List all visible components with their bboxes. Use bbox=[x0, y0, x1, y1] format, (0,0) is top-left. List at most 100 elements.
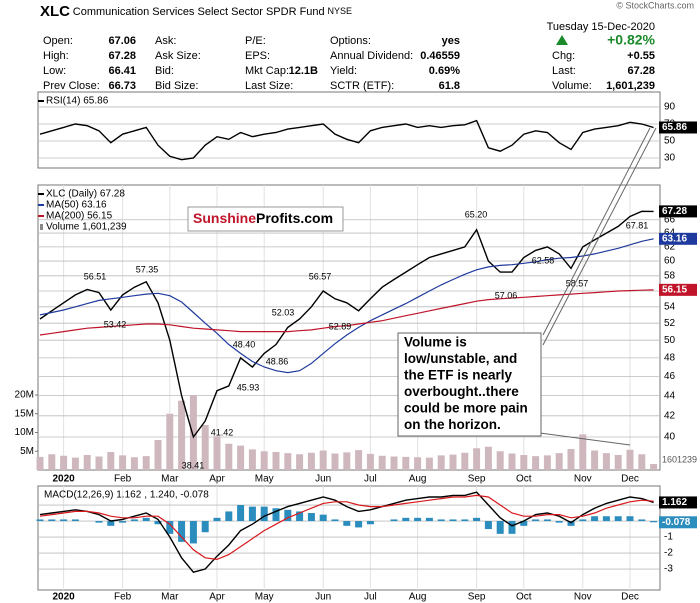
bar bbox=[166, 521, 174, 534]
end-label: 65.86 bbox=[662, 122, 687, 133]
x-tick-label: Oct bbox=[516, 474, 532, 485]
bar bbox=[71, 519, 79, 522]
end-label-box bbox=[659, 283, 697, 296]
credit: © StockCharts.com bbox=[616, 0, 694, 10]
end-label-box bbox=[659, 516, 697, 529]
y-tick-label: 42 bbox=[664, 410, 676, 421]
price-annotation: 53.42 bbox=[104, 319, 127, 329]
bar bbox=[95, 521, 103, 523]
price-annotation: 58.57 bbox=[566, 278, 589, 288]
line bbox=[39, 494, 654, 561]
x-tick-label: Jul bbox=[364, 592, 377, 603]
bar bbox=[296, 454, 304, 470]
x-tick-label: 2020 bbox=[52, 474, 75, 485]
legend-label: MA(200) 56.15 bbox=[46, 211, 113, 222]
price-annotation: 67.81 bbox=[626, 220, 649, 230]
callout-line: Volume is bbox=[404, 335, 467, 350]
bar bbox=[614, 455, 622, 470]
date: Tuesday 15-Dec-2020 bbox=[547, 21, 655, 33]
quote-value: 61.8 bbox=[439, 80, 460, 92]
price-annotation: 45.93 bbox=[237, 382, 260, 392]
quote-label: Annual Dividend: bbox=[330, 50, 413, 62]
quote-value: 0.69% bbox=[429, 65, 460, 77]
bar bbox=[213, 517, 221, 522]
callout-line: could be more pain bbox=[404, 401, 528, 416]
bar bbox=[319, 514, 327, 522]
bar bbox=[461, 519, 469, 522]
quote-value: +0.82% bbox=[607, 32, 655, 48]
bar bbox=[437, 455, 445, 470]
bar bbox=[130, 519, 138, 522]
y-tick-label: -1 bbox=[664, 532, 673, 543]
watermark-part: Profits.com bbox=[256, 210, 333, 226]
y2-tick-label: 15M bbox=[15, 408, 34, 419]
legend-label: MA(50) 63.16 bbox=[46, 200, 107, 211]
callout-line: low/unstable, and bbox=[404, 351, 517, 366]
bar bbox=[154, 521, 162, 525]
price-annotation: 41.42 bbox=[211, 427, 234, 437]
x-tick-label: Feb bbox=[114, 592, 132, 603]
callout-line: on the horizon. bbox=[404, 417, 501, 432]
bar bbox=[425, 517, 433, 522]
x-tick-label: Dec bbox=[621, 592, 639, 603]
y-tick-label: 58 bbox=[664, 270, 676, 281]
chart-title: XLC Communication Services Select Sector… bbox=[40, 3, 352, 20]
legend-label: RSI(14) 65.86 bbox=[46, 96, 109, 107]
bar bbox=[366, 453, 374, 470]
bar bbox=[36, 456, 44, 470]
end-label-box bbox=[659, 121, 697, 134]
bar bbox=[142, 456, 150, 470]
quote-value: yes bbox=[442, 35, 460, 47]
bar bbox=[555, 453, 563, 470]
bar bbox=[425, 457, 433, 470]
bar bbox=[119, 521, 127, 523]
bar bbox=[520, 455, 528, 470]
callout-line: the ETF is nearly bbox=[404, 368, 513, 383]
bar bbox=[626, 516, 634, 522]
y-tick-label: 62 bbox=[664, 241, 676, 252]
bar bbox=[532, 519, 540, 522]
bar bbox=[591, 516, 599, 522]
bar bbox=[496, 451, 504, 470]
y-tick-label: 44 bbox=[664, 390, 676, 401]
line bbox=[39, 238, 654, 374]
callout-pointer bbox=[539, 432, 631, 446]
bar bbox=[60, 519, 68, 522]
quote-value: 12.1B bbox=[289, 65, 318, 77]
symbol: XLC bbox=[40, 3, 70, 20]
bar bbox=[237, 445, 245, 470]
quote-label: Bid: bbox=[155, 65, 174, 77]
y-tick-label: -3 bbox=[664, 564, 673, 575]
price-annotation: 56.57 bbox=[309, 271, 332, 281]
bar bbox=[248, 506, 256, 522]
bar bbox=[71, 457, 79, 470]
end-label: -0.078 bbox=[662, 517, 691, 528]
bar bbox=[95, 456, 103, 470]
quote-value: +0.55 bbox=[627, 50, 655, 62]
bar bbox=[331, 453, 339, 470]
quote-label: P/E: bbox=[245, 35, 266, 47]
bar bbox=[650, 463, 658, 470]
bar bbox=[142, 517, 150, 522]
quote-label: Last Size: bbox=[245, 80, 293, 92]
bar bbox=[449, 519, 457, 522]
bar bbox=[555, 521, 563, 523]
bar bbox=[484, 521, 492, 530]
price-annotation: 38.41 bbox=[182, 460, 205, 470]
y-tick-label: 54 bbox=[664, 301, 676, 312]
bar bbox=[532, 456, 540, 470]
y-tick-label: 52 bbox=[664, 318, 676, 329]
callout-line: overbought..there bbox=[404, 384, 519, 399]
bar bbox=[307, 452, 315, 470]
end-label-box bbox=[659, 232, 697, 245]
bar bbox=[543, 519, 551, 522]
bar bbox=[626, 449, 634, 470]
quote-value: 1,601,239 bbox=[606, 80, 655, 92]
bar bbox=[272, 452, 280, 470]
bar bbox=[225, 511, 233, 522]
callout-pointer bbox=[542, 127, 651, 336]
bar bbox=[614, 516, 622, 522]
